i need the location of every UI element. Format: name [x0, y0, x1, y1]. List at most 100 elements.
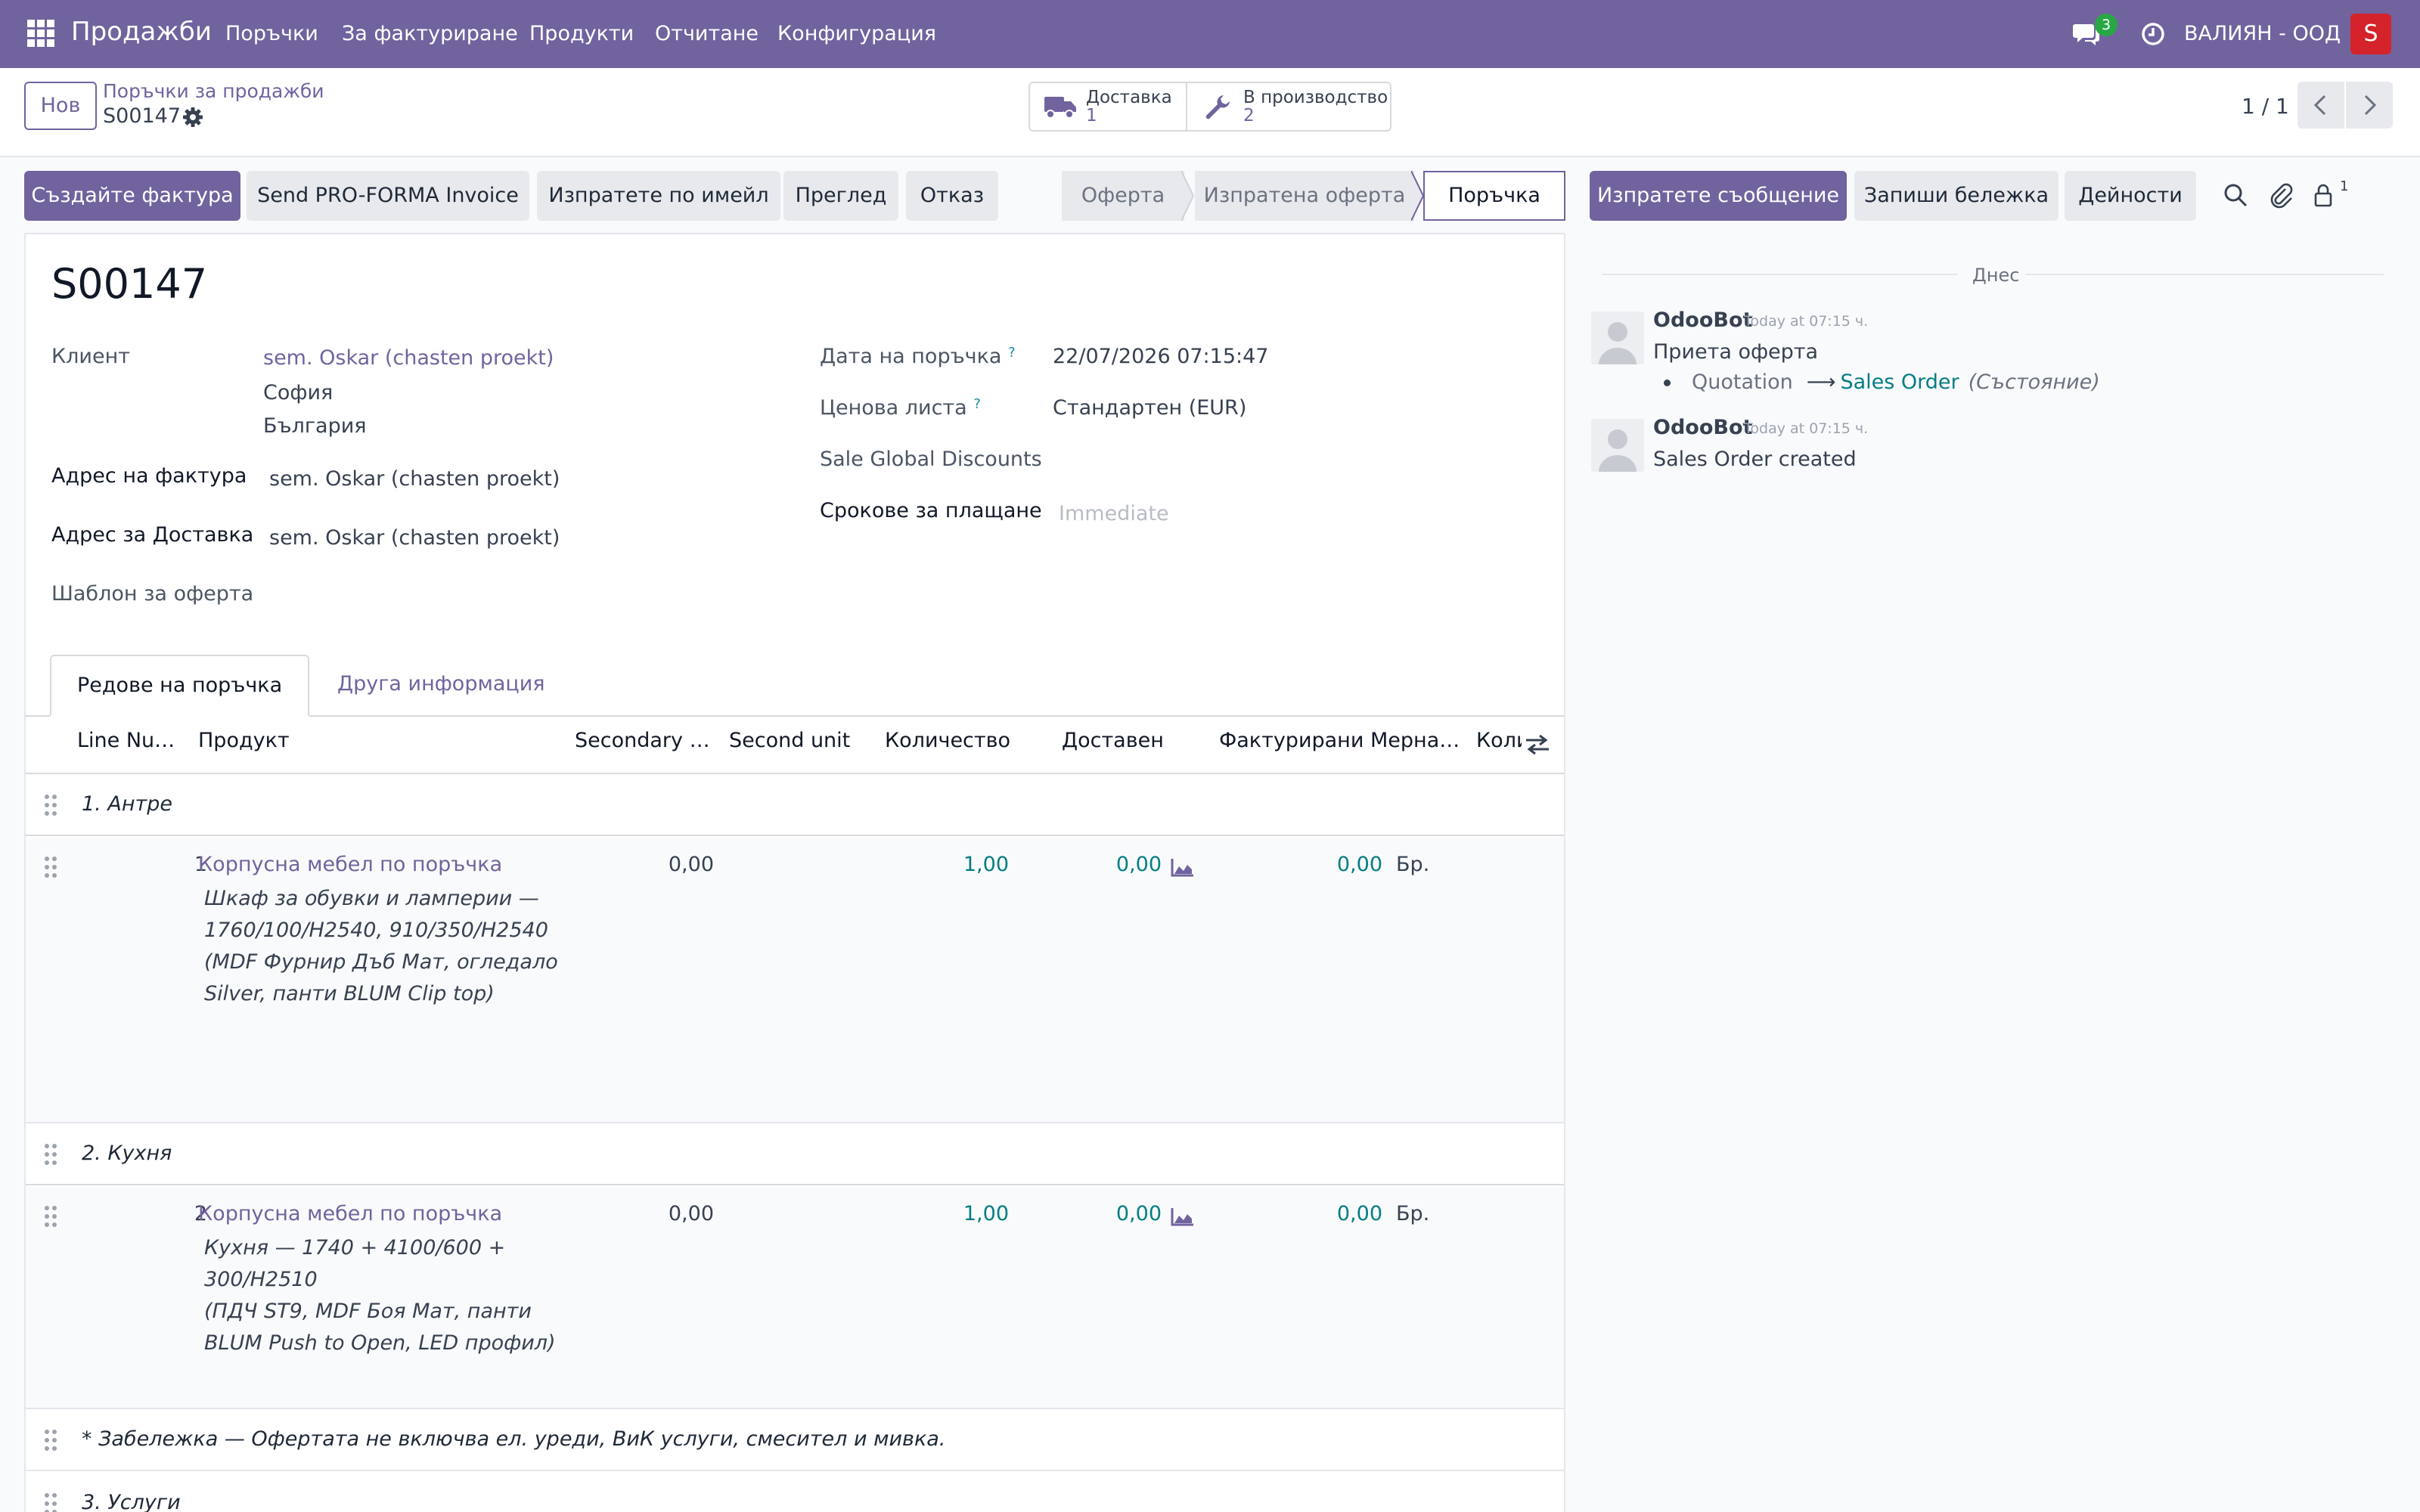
message-body: Sales Order created	[1653, 448, 1857, 471]
menu-products[interactable]: Продукти	[529, 22, 634, 45]
column-second-unit[interactable]: Second unit	[729, 729, 851, 752]
pager-next-button[interactable]	[2346, 82, 2393, 129]
pricelist-field[interactable]: Стандартен (EUR)	[1053, 396, 1247, 420]
menu-to-invoice[interactable]: За фактуриране	[342, 22, 518, 45]
paperclip-icon[interactable]	[2267, 181, 2294, 209]
section-row[interactable]: 2. Кухня	[26, 1123, 1564, 1185]
menu-configuration[interactable]: Конфигурация	[777, 22, 936, 45]
quantity-cell[interactable]: 1,00	[963, 1202, 1009, 1225]
customer-country: България	[263, 414, 367, 438]
drag-handle-icon[interactable]	[44, 856, 57, 878]
menu-orders[interactable]: Поръчки	[225, 22, 318, 45]
search-icon[interactable]	[2222, 181, 2249, 209]
uom-cell: Бр.	[1396, 853, 1430, 876]
drag-handle-icon[interactable]	[44, 1429, 57, 1452]
drag-handle-icon[interactable]	[44, 1143, 57, 1166]
column-uom[interactable]: Мерна…	[1370, 729, 1460, 752]
smart-button-divider	[1186, 83, 1187, 130]
send-proforma-button[interactable]: Send PRO-FORMA Invoice	[247, 171, 529, 221]
line-description: Кухня — 1740 + 4100/600 + 300/H2510 (ПДЧ…	[204, 1236, 556, 1355]
line-number-cell: 1	[194, 853, 207, 876]
menu-reporting[interactable]: Отчитане	[655, 22, 759, 45]
optional-columns-icon[interactable]	[1525, 733, 1550, 756]
line-number-cell: 2	[194, 1202, 207, 1225]
tab-other-info[interactable]: Друга информация	[337, 672, 545, 696]
order-date-field[interactable]: 22/07/2026 07:15:47	[1053, 345, 1269, 368]
column-secondary-qty[interactable]: Secondary …	[575, 729, 710, 752]
secondary-qty-cell: 0,00	[668, 1202, 714, 1225]
user-silhouette-icon	[1591, 419, 1644, 472]
apps-menu-icon[interactable]	[27, 20, 54, 47]
messages-icon[interactable]	[2072, 21, 2101, 47]
customer-city: София	[263, 381, 334, 404]
drag-handle-icon[interactable]	[44, 794, 57, 816]
cancel-button[interactable]: Отказ	[906, 171, 998, 221]
drag-handle-icon[interactable]	[44, 1205, 57, 1228]
preview-button[interactable]: Преглед	[783, 171, 898, 221]
stage-sales-order[interactable]: Поръчка	[1423, 171, 1565, 221]
send-message-button[interactable]: Изпратете съобщение	[1590, 171, 1847, 221]
author-avatar[interactable]	[1591, 311, 1644, 364]
uom-cell: Бр.	[1396, 1202, 1430, 1225]
delivered-cell: 0,00	[1115, 853, 1162, 876]
help-icon[interactable]: ?	[973, 396, 981, 412]
table-row[interactable]: 1 Корпусна мебел по поръчка Шкаф за обув…	[26, 838, 1564, 1123]
manufacturing-smart-button[interactable]: В производство 2	[1187, 83, 1392, 130]
pager-value[interactable]: 1 / 1	[2242, 94, 2289, 119]
section-row[interactable]: 3. Услуги	[26, 1473, 1564, 1512]
note-row[interactable]: * Забележка — Офертата не включва ел. ур…	[26, 1409, 1564, 1471]
section-name: 3. Услуги	[82, 1491, 181, 1512]
stage-quotation[interactable]: Оферта	[1062, 171, 1184, 221]
create-invoice-button[interactable]: Създайте фактура	[24, 171, 240, 221]
note-text: * Забележка — Офертата не включва ел. ур…	[82, 1427, 946, 1451]
pager-previous-button[interactable]	[2297, 82, 2344, 129]
gear-icon[interactable]	[182, 106, 204, 129]
drag-handle-icon[interactable]	[44, 1492, 57, 1512]
followers-lock-icon[interactable]	[2310, 181, 2337, 209]
product-cell[interactable]: Корпусна мебел по поръчка	[198, 1202, 503, 1225]
forecast-chart-icon[interactable]	[1171, 857, 1195, 877]
user-avatar[interactable]: S	[2350, 14, 2391, 54]
user-silhouette-icon	[1591, 311, 1644, 364]
message-body: Приета оферта	[1653, 340, 1819, 364]
column-line-number[interactable]: Line Nu…	[77, 729, 175, 752]
column-product[interactable]: Продукт	[198, 729, 290, 752]
breadcrumb-parent[interactable]: Поръчки за продажби	[103, 80, 324, 102]
customer-field[interactable]: sem. Oskar (chasten proekt)	[263, 346, 554, 370]
company-switcher[interactable]: ВАЛИЯН - ООД	[2184, 22, 2341, 45]
section-name: 2. Кухня	[82, 1142, 172, 1165]
forecast-chart-icon[interactable]	[1171, 1207, 1195, 1226]
table-row[interactable]: 2 Корпусна мебел по поръчка Кухня — 1740…	[26, 1187, 1564, 1409]
author-avatar[interactable]	[1591, 419, 1644, 472]
new-button[interactable]: Нов	[24, 82, 97, 130]
column-packaging-qty[interactable]: Коли	[1476, 729, 1522, 752]
column-invoiced[interactable]: Фактурирани	[1219, 729, 1364, 752]
section-row[interactable]: 1. Антре	[26, 774, 1564, 836]
top-navbar: Продажби Поръчки За фактуриране Продукти…	[0, 0, 2420, 68]
delivery-address-field[interactable]: sem. Oskar (chasten proekt)	[269, 526, 560, 550]
wrench-icon	[1205, 95, 1230, 119]
app-brand[interactable]: Продажби	[71, 17, 212, 47]
quantity-cell[interactable]: 1,00	[963, 853, 1009, 876]
activities-button[interactable]: Дейности	[2065, 171, 2196, 221]
product-cell[interactable]: Корпусна мебел по поръчка	[198, 853, 503, 876]
message-author[interactable]: OdooBot	[1653, 416, 1753, 439]
message-date: Today at 07:15 ч.	[1744, 420, 1869, 437]
tab-order-lines[interactable]: Редове на поръчка	[50, 655, 310, 717]
invoice-address-field[interactable]: sem. Oskar (chasten proekt)	[269, 467, 560, 491]
delivered-cell: 0,00	[1115, 1202, 1162, 1225]
payment-terms-field[interactable]: Immediate	[1059, 502, 1169, 525]
message-author[interactable]: OdooBot	[1653, 308, 1753, 332]
tracking-value: Quotation ⟶ Sales Order (Състояние)	[1664, 370, 2100, 394]
smart-buttons: Доставка 1 В производство 2	[1028, 82, 1392, 132]
stage-separator-icon	[1181, 171, 1195, 221]
column-quantity[interactable]: Количество	[885, 729, 1011, 752]
stage-quotation-sent[interactable]: Изпратена оферта	[1195, 171, 1414, 221]
activity-clock-icon[interactable]	[2140, 21, 2166, 47]
send-by-email-button[interactable]: Изпратете по имейл	[537, 171, 780, 221]
manufacturing-label: В производство	[1243, 88, 1388, 107]
log-note-button[interactable]: Запиши бележка	[1854, 171, 2059, 221]
delivery-smart-button[interactable]: Доставка 1	[1030, 83, 1186, 130]
help-icon[interactable]: ?	[1008, 345, 1016, 361]
column-delivered[interactable]: Доставен	[1062, 729, 1164, 752]
